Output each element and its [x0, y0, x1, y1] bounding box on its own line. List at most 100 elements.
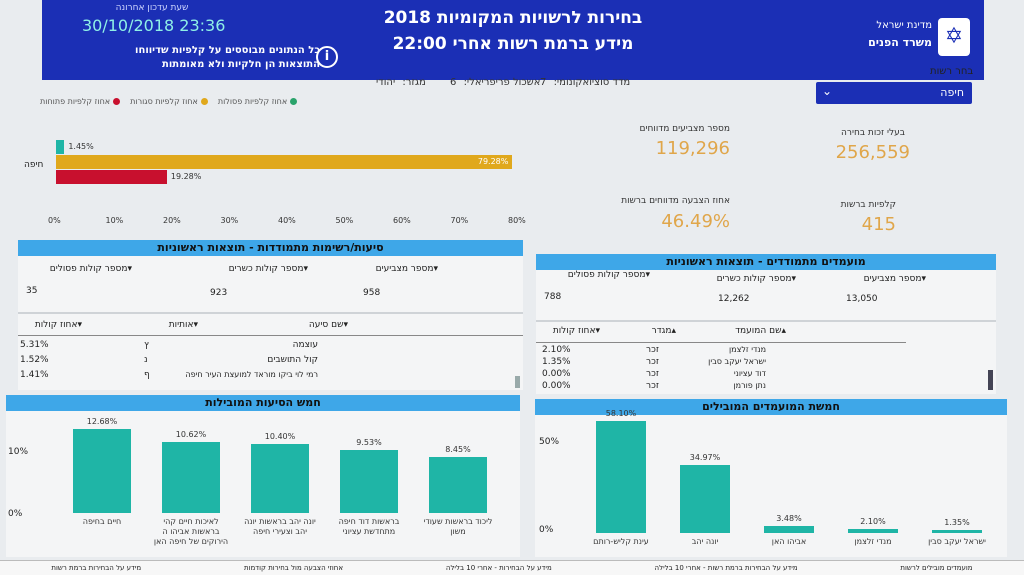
- tab-elections-after-10[interactable]: מידע על הבחירות - אחרי 10 בלילה: [445, 564, 552, 572]
- info-icon[interactable]: i: [316, 46, 338, 68]
- bar-0[interactable]: [73, 428, 131, 513]
- disclaimer-note: כל הנתונים מבוססים על קלפיות שדיווחו התו…: [135, 45, 320, 70]
- legend-item: אחוז קלפיות פסולות: [218, 97, 298, 106]
- row-letters: ץ: [144, 340, 149, 350]
- row-name[interactable]: נתן פורמן: [733, 381, 767, 390]
- col-gender[interactable]: ▴מגדר: [651, 326, 676, 336]
- hbar-plot: 1.45% 79.28% 19.28%: [56, 140, 516, 188]
- authority-select[interactable]: חיפה ⌄: [816, 82, 972, 104]
- tab-authority-info[interactable]: מידע על הבחירות ברמת רשות: [51, 564, 142, 572]
- row-gender: זכר: [646, 369, 659, 379]
- row-name[interactable]: קול התושבים: [267, 355, 318, 365]
- col-cand-pct[interactable]: ▾אחוז קולות: [552, 326, 600, 336]
- lists-voters-label[interactable]: ▾מספר מצביעים: [375, 264, 438, 274]
- hbar-1[interactable]: [56, 155, 512, 169]
- hbar-0[interactable]: [56, 140, 65, 154]
- row-name[interactable]: רמי לוי ביקו מוראד למועצת העיר חיפה: [185, 370, 318, 379]
- row-name[interactable]: מנדי זלצמן: [728, 345, 766, 354]
- bar-category-label: ליכוד בראשות שעודי משון: [423, 517, 493, 536]
- bar-value-label: 10.62%: [175, 430, 207, 440]
- cand-invalid-value: 788: [544, 292, 562, 302]
- turnout-value: 46.49%: [661, 211, 730, 232]
- sector-label: מגזר:: [402, 77, 426, 88]
- ballots-label: קלפיות ברשות: [840, 200, 896, 210]
- cand-invalid-label[interactable]: ▾מספר קולות פסולים: [567, 270, 650, 280]
- lists-voters-value: 958: [363, 288, 381, 298]
- bar-category-label: לאיכות חיים קהי בראשות אביהו ה הירוקים ש…: [153, 517, 229, 546]
- ministry-name: משרד הפנים: [868, 36, 932, 49]
- eligible-label: בעלי זכות בחירה: [841, 128, 905, 138]
- scrollbar[interactable]: [515, 376, 520, 388]
- lists-invalid-label[interactable]: ▾מספר קולות פסולים: [49, 264, 132, 274]
- bar-4[interactable]: [429, 456, 487, 513]
- legend-dot-icon: [113, 98, 121, 105]
- legend-dot-icon: [290, 98, 298, 105]
- lists-panel: סיעות/רשימות מתמודדות - תוצאות ראשוניות …: [18, 240, 523, 390]
- hbar-axis: 0% 10% 20% 30% 40% 50% 60% 70% 80%: [48, 216, 526, 228]
- bar-1[interactable]: [680, 465, 730, 533]
- bar-value-label: 1.35%: [944, 518, 970, 528]
- top-lists-plot: 12.68% חיים בחיפה 10.62% לאיכות חיים קהי בר…: [46, 415, 506, 557]
- row-name[interactable]: דוד עציוני: [733, 369, 766, 378]
- periph-stat: אשכול פריפריאלי: 6: [450, 77, 540, 88]
- tab-top-candidates[interactable]: מועמדים מובילים לרשות: [900, 564, 973, 572]
- col-letters[interactable]: ▾אותיות: [168, 320, 198, 330]
- page-subtitle: מידע ברמת רשות אחרי 22:00: [392, 34, 634, 54]
- bar-value-label: 8.45%: [445, 444, 471, 454]
- update-label: שעת עדכון אחרונה: [115, 3, 189, 13]
- bar-0[interactable]: [596, 420, 646, 533]
- tab-turnout-compare[interactable]: אחוזי הצבעה מול בחירות קודמות: [244, 564, 344, 572]
- lists-valid-label[interactable]: ▾מספר קולות כשרים: [228, 264, 308, 274]
- col-candidate-name[interactable]: ▴שם המועמד: [735, 326, 786, 336]
- voters-reported-label: מספר מצביעים מדווחים: [639, 124, 730, 134]
- bar-category-label: אביהו האן: [771, 537, 807, 546]
- row-pct: 5.31%: [20, 340, 49, 350]
- bar-2[interactable]: [764, 526, 814, 533]
- top-candidates-plot: 58.10% עינת קליש-רותם 34.97% יונה יהב 3.48% א…: [571, 409, 1001, 557]
- hbar-label: 1.45%: [68, 142, 94, 151]
- ballot-status-chart: חיפה 1.45% 79.28% 19.28% 0% 10% 20% 30% 40% 50%…: [20, 132, 526, 232]
- divider: [18, 312, 523, 314]
- row-letters: ף: [144, 370, 150, 380]
- hbar-2[interactable]: [56, 170, 167, 184]
- row-pct: 2.10%: [542, 345, 571, 355]
- ballots-value: 415: [861, 214, 896, 235]
- divider: [18, 335, 523, 336]
- state-name: מדינת ישראל: [876, 20, 932, 31]
- bar-3[interactable]: [848, 528, 898, 533]
- row-pct: 0.00%: [542, 369, 571, 379]
- bar-2[interactable]: [251, 443, 309, 513]
- top-lists-chart: חמש הסיעות המובילות 10% 0% 12.68% חיים בח…: [6, 395, 520, 557]
- row-pct: 1.41%: [20, 370, 49, 380]
- row-name[interactable]: עוצמה: [292, 340, 318, 350]
- bar-value-label: 58.10%: [605, 408, 637, 418]
- page-title: בחירות לרשויות המקומיות 2018: [383, 8, 643, 28]
- chevron-down-icon: ⌄: [822, 84, 833, 98]
- col-pct[interactable]: ▾אחוז קולות: [34, 320, 82, 330]
- bar-category-label: יונה יהב בראשות יונה יהב וצעירי חיפה: [244, 517, 316, 536]
- bar-4[interactable]: [932, 530, 982, 533]
- hbar-tick: 50%: [335, 216, 354, 225]
- bar-category-label: בראשות דוד חיפה מתחדשת עציוני: [338, 517, 400, 536]
- socio-stat: מדד סוציואקונומי: 7: [540, 77, 630, 88]
- row-pct: 0.00%: [542, 381, 571, 391]
- lists-panel-title: סיעות/רשימות מתמודדות - תוצאות ראשוניות: [18, 240, 523, 256]
- row-pct: 1.35%: [542, 357, 571, 367]
- hbar-tick: 60%: [393, 216, 411, 225]
- cand-valid-label[interactable]: ▾מספר קולות כשרים: [716, 274, 796, 284]
- hbar-tick: 10%: [105, 216, 124, 225]
- hbar-tick: 40%: [278, 216, 296, 225]
- bar-3[interactable]: [340, 449, 398, 513]
- row-gender: זכר: [646, 381, 659, 391]
- tab-authority-after-10[interactable]: מידע על הבחירות ברמת רשות - אחרי 10 בליל…: [654, 564, 798, 572]
- authority-select-label: בחר רשות: [930, 66, 974, 77]
- top-candidates-title: חמשת המועמדים המובילים: [535, 399, 1007, 415]
- scrollbar[interactable]: [988, 370, 993, 390]
- bar-category-label: מנדי זלצמן: [854, 537, 892, 546]
- col-list-name[interactable]: ▾שם סיעה: [308, 320, 348, 330]
- cand-voters-label[interactable]: ▾מספר מצביעים: [863, 274, 926, 284]
- row-name[interactable]: ישראל יעקב סבין: [708, 357, 766, 366]
- bar-category-label: ישראל יעקב סבין: [928, 537, 986, 546]
- bar-1[interactable]: [162, 442, 220, 513]
- y-tick: 0%: [8, 509, 23, 519]
